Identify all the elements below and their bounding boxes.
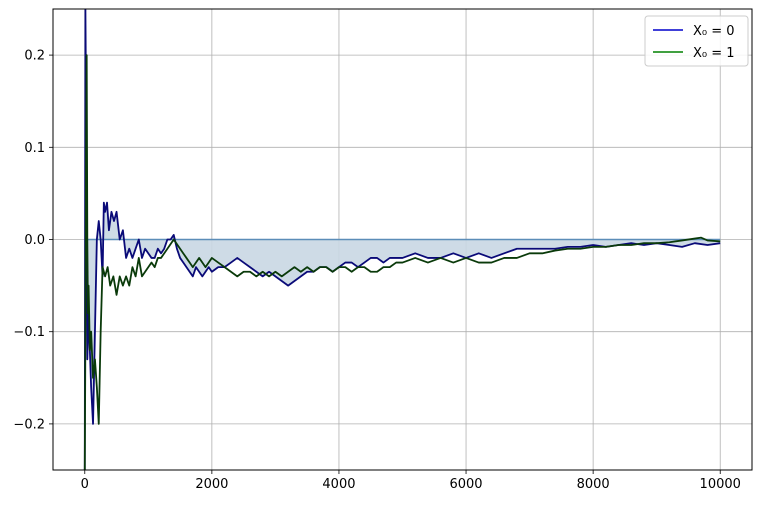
legend-label-x0-1: X₀ = 1	[693, 46, 735, 61]
y-tick-label: −0.2	[13, 417, 45, 432]
y-tick-label: −0.1	[13, 325, 45, 340]
y-tick-label: 0.0	[24, 233, 45, 248]
legend: X₀ = 0 X₀ = 1	[644, 15, 749, 67]
x-tick-label: 6000	[449, 477, 482, 492]
x-tick-label: 4000	[322, 477, 355, 492]
legend-box	[644, 15, 749, 67]
x-tick-label: 0	[81, 477, 89, 492]
series-line-0	[83, 9, 721, 470]
y-axis: −0.2 −0.1 0.0 0.1 0.2	[13, 49, 53, 432]
legend-label-x0-0: X₀ = 0	[693, 24, 735, 39]
series-layer	[83, 9, 721, 470]
y-tick-label: 0.1	[24, 141, 45, 156]
x-axis: 0 2000 4000 6000 8000 10000	[81, 470, 741, 492]
x-tick-label: 10000	[700, 477, 741, 492]
series-line-1	[83, 54, 721, 470]
x-tick-label: 8000	[577, 477, 610, 492]
y-tick-label: 0.2	[24, 49, 45, 64]
x-tick-label: 2000	[195, 477, 228, 492]
